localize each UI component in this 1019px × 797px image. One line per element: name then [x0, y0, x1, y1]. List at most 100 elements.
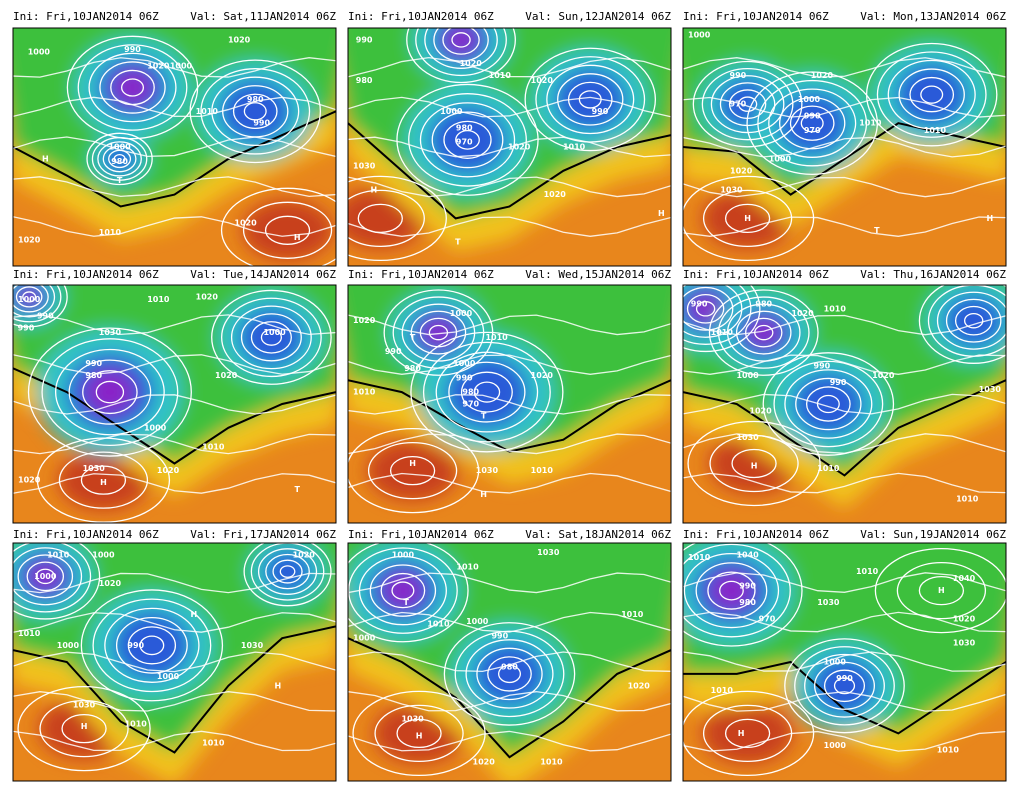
isobar-label: 980: [111, 157, 128, 166]
isobar: [535, 56, 646, 143]
isobar: [683, 552, 780, 629]
isobar: [487, 656, 532, 692]
isobar: [13, 285, 62, 323]
isobar-label: 990: [456, 373, 473, 382]
isobar-label: 990: [592, 107, 609, 116]
isobar-label: 1000: [170, 62, 193, 71]
low-core: [896, 63, 967, 126]
isobar: [442, 28, 480, 55]
forecast-panel: Ini: Fri,10JAN2014 06Z Val: Sat,18JAN2014…: [347, 528, 672, 782]
low-core: [429, 106, 506, 174]
isobar-label: 1040: [736, 550, 759, 559]
isobar: [13, 691, 336, 712]
isobar: [222, 85, 289, 138]
isobar: [348, 136, 671, 158]
isobar: [401, 303, 476, 362]
isobar: [683, 175, 815, 262]
isobar: [692, 60, 803, 148]
isobar: [13, 730, 336, 752]
isobar: [497, 664, 522, 684]
isobar: [369, 564, 437, 617]
low-core: [474, 642, 545, 705]
isobar-label: 1010: [688, 553, 711, 562]
isobar: [433, 28, 489, 62]
isobar-label: 1030: [73, 700, 96, 709]
isobar-label: 1020: [228, 35, 251, 44]
isobar-label: 980: [501, 662, 518, 671]
isobar: [964, 312, 984, 329]
deep-low: [444, 28, 478, 55]
isobar: [211, 289, 332, 385]
isobar: [918, 575, 965, 606]
isobar-label: 1030: [817, 598, 840, 607]
isobar-label: 1020: [215, 371, 238, 380]
isobar-label: H: [275, 681, 282, 690]
isobar: [557, 73, 624, 126]
isobar: [348, 189, 425, 248]
isobar: [683, 57, 1006, 78]
isobar: [800, 114, 824, 133]
isobar-label: 970: [759, 615, 776, 624]
isobar: [724, 718, 771, 749]
isobar-label: 970: [730, 100, 747, 109]
isobar: [240, 313, 302, 362]
init-time: Ini: Fri,10JAN2014 06Z: [13, 528, 159, 541]
isobar-label: 980: [755, 300, 772, 309]
isobar: [578, 90, 602, 109]
isobar: [794, 646, 895, 726]
isobar-label: 970: [456, 138, 473, 147]
map-frame: [347, 284, 672, 524]
low-core: [239, 308, 304, 366]
isobar: [778, 96, 846, 150]
isobar-label: 1020: [234, 219, 257, 228]
isobar: [77, 44, 188, 131]
isobar: [121, 78, 145, 97]
isobar: [823, 669, 866, 703]
isobar: [26, 561, 65, 592]
isobar-label: 1000: [688, 31, 711, 40]
isobar: [348, 472, 671, 494]
valid-time: Val: Sat,18JAN2014 06Z: [525, 528, 671, 541]
low-core: [102, 143, 138, 175]
thickness-line: [348, 122, 671, 220]
deep-low: [710, 571, 753, 610]
isobar-label: 1030: [401, 715, 424, 724]
isobar: [719, 580, 744, 601]
isobar: [683, 730, 1006, 752]
isobar: [424, 28, 498, 69]
isobar: [415, 28, 507, 77]
isobar-label: 1000: [28, 47, 51, 56]
isobar-label: 980: [404, 364, 421, 373]
isobar-label: 1000: [798, 95, 821, 104]
isobar-label: 1030: [476, 466, 499, 475]
thickness-line: [13, 625, 336, 754]
valid-time: Val: Sun,12JAN2014 06Z: [525, 10, 671, 23]
isobar: [726, 303, 801, 362]
isobar-label: 1030: [979, 385, 1002, 394]
isobar: [348, 57, 671, 78]
isobar-label: 1000: [353, 634, 376, 643]
isobar: [896, 561, 987, 620]
high-core: [367, 440, 458, 501]
map-frame: [12, 542, 337, 782]
isobar-label: H: [42, 154, 49, 163]
isobar: [68, 359, 152, 425]
isobar-label: 1030: [537, 548, 560, 557]
isobar: [683, 96, 1006, 118]
isobar-label: 1000: [108, 143, 131, 152]
isobar: [757, 79, 868, 167]
forecast-panel: Ini: Fri,10JAN2014 06Z Val: Sun,12JAN2014…: [347, 10, 672, 267]
isobar: [200, 68, 311, 155]
isobar: [683, 690, 815, 777]
thickness-line: [348, 637, 671, 759]
low-core: [944, 294, 1003, 347]
isobar: [27, 327, 192, 457]
thickness-line: [13, 110, 336, 208]
isobar-label: 1020: [196, 292, 219, 301]
isobar: [795, 377, 862, 431]
isobar: [39, 699, 129, 758]
isobar-label: 1020: [460, 59, 483, 68]
isobar: [80, 589, 224, 702]
isobar: [383, 289, 494, 376]
